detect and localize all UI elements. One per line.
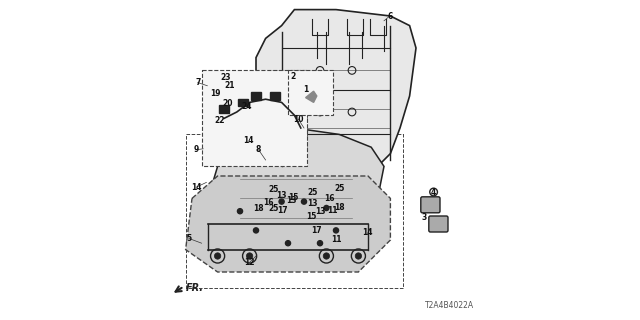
Text: 4: 4 — [431, 188, 436, 196]
Text: 17: 17 — [312, 226, 322, 235]
Text: 12: 12 — [244, 258, 255, 267]
Text: 11: 11 — [331, 236, 341, 244]
Text: 25: 25 — [268, 185, 279, 194]
Bar — [288, 70, 333, 115]
Text: 16: 16 — [264, 198, 274, 207]
Circle shape — [323, 253, 330, 259]
Bar — [239, 99, 248, 106]
Text: 11: 11 — [328, 206, 338, 215]
Text: T2A4B4022A: T2A4B4022A — [424, 301, 474, 310]
Bar — [251, 92, 261, 100]
Circle shape — [246, 253, 253, 259]
Circle shape — [317, 241, 323, 246]
Circle shape — [355, 253, 362, 259]
Text: 15: 15 — [289, 193, 299, 202]
Polygon shape — [256, 10, 416, 182]
Circle shape — [214, 253, 221, 259]
Text: 25: 25 — [308, 188, 318, 196]
Text: 13: 13 — [315, 207, 325, 216]
Text: 14: 14 — [243, 136, 253, 145]
Bar — [270, 92, 280, 100]
Text: 16: 16 — [324, 194, 334, 203]
Circle shape — [301, 199, 307, 204]
Text: 22: 22 — [214, 116, 225, 125]
Text: 15: 15 — [306, 212, 316, 221]
Text: 18: 18 — [253, 204, 264, 213]
Bar — [219, 105, 229, 113]
Text: 10: 10 — [293, 115, 303, 124]
Text: 14: 14 — [362, 228, 372, 237]
Text: 21: 21 — [225, 81, 235, 90]
Circle shape — [285, 241, 291, 246]
Text: 25: 25 — [334, 184, 344, 193]
Circle shape — [324, 205, 329, 211]
Text: 9: 9 — [193, 145, 198, 154]
Text: 14: 14 — [191, 183, 202, 192]
Circle shape — [279, 199, 284, 204]
Bar — [186, 134, 403, 288]
FancyBboxPatch shape — [421, 197, 440, 213]
Polygon shape — [306, 91, 317, 102]
Text: 13: 13 — [276, 191, 286, 200]
Text: 19: 19 — [210, 89, 220, 98]
Text: 6: 6 — [387, 12, 392, 20]
Text: 3: 3 — [421, 213, 427, 222]
Text: 13: 13 — [286, 196, 296, 204]
Text: 8: 8 — [256, 145, 261, 154]
Polygon shape — [186, 176, 390, 272]
Circle shape — [237, 209, 243, 214]
Text: 1: 1 — [303, 85, 308, 94]
Text: 20: 20 — [223, 99, 233, 108]
Text: 5: 5 — [186, 234, 191, 243]
Text: 24: 24 — [242, 102, 252, 111]
Text: 18: 18 — [334, 203, 344, 212]
Text: 7: 7 — [195, 78, 200, 87]
Text: 17: 17 — [277, 206, 287, 215]
Text: 2: 2 — [290, 72, 296, 81]
Text: 23: 23 — [220, 73, 231, 82]
Circle shape — [253, 228, 259, 233]
Text: FR.: FR. — [186, 283, 204, 293]
Bar — [202, 70, 307, 166]
Circle shape — [333, 228, 339, 233]
Text: 25: 25 — [268, 204, 279, 213]
Text: 13: 13 — [307, 199, 317, 208]
FancyBboxPatch shape — [429, 216, 448, 232]
Polygon shape — [208, 128, 384, 230]
